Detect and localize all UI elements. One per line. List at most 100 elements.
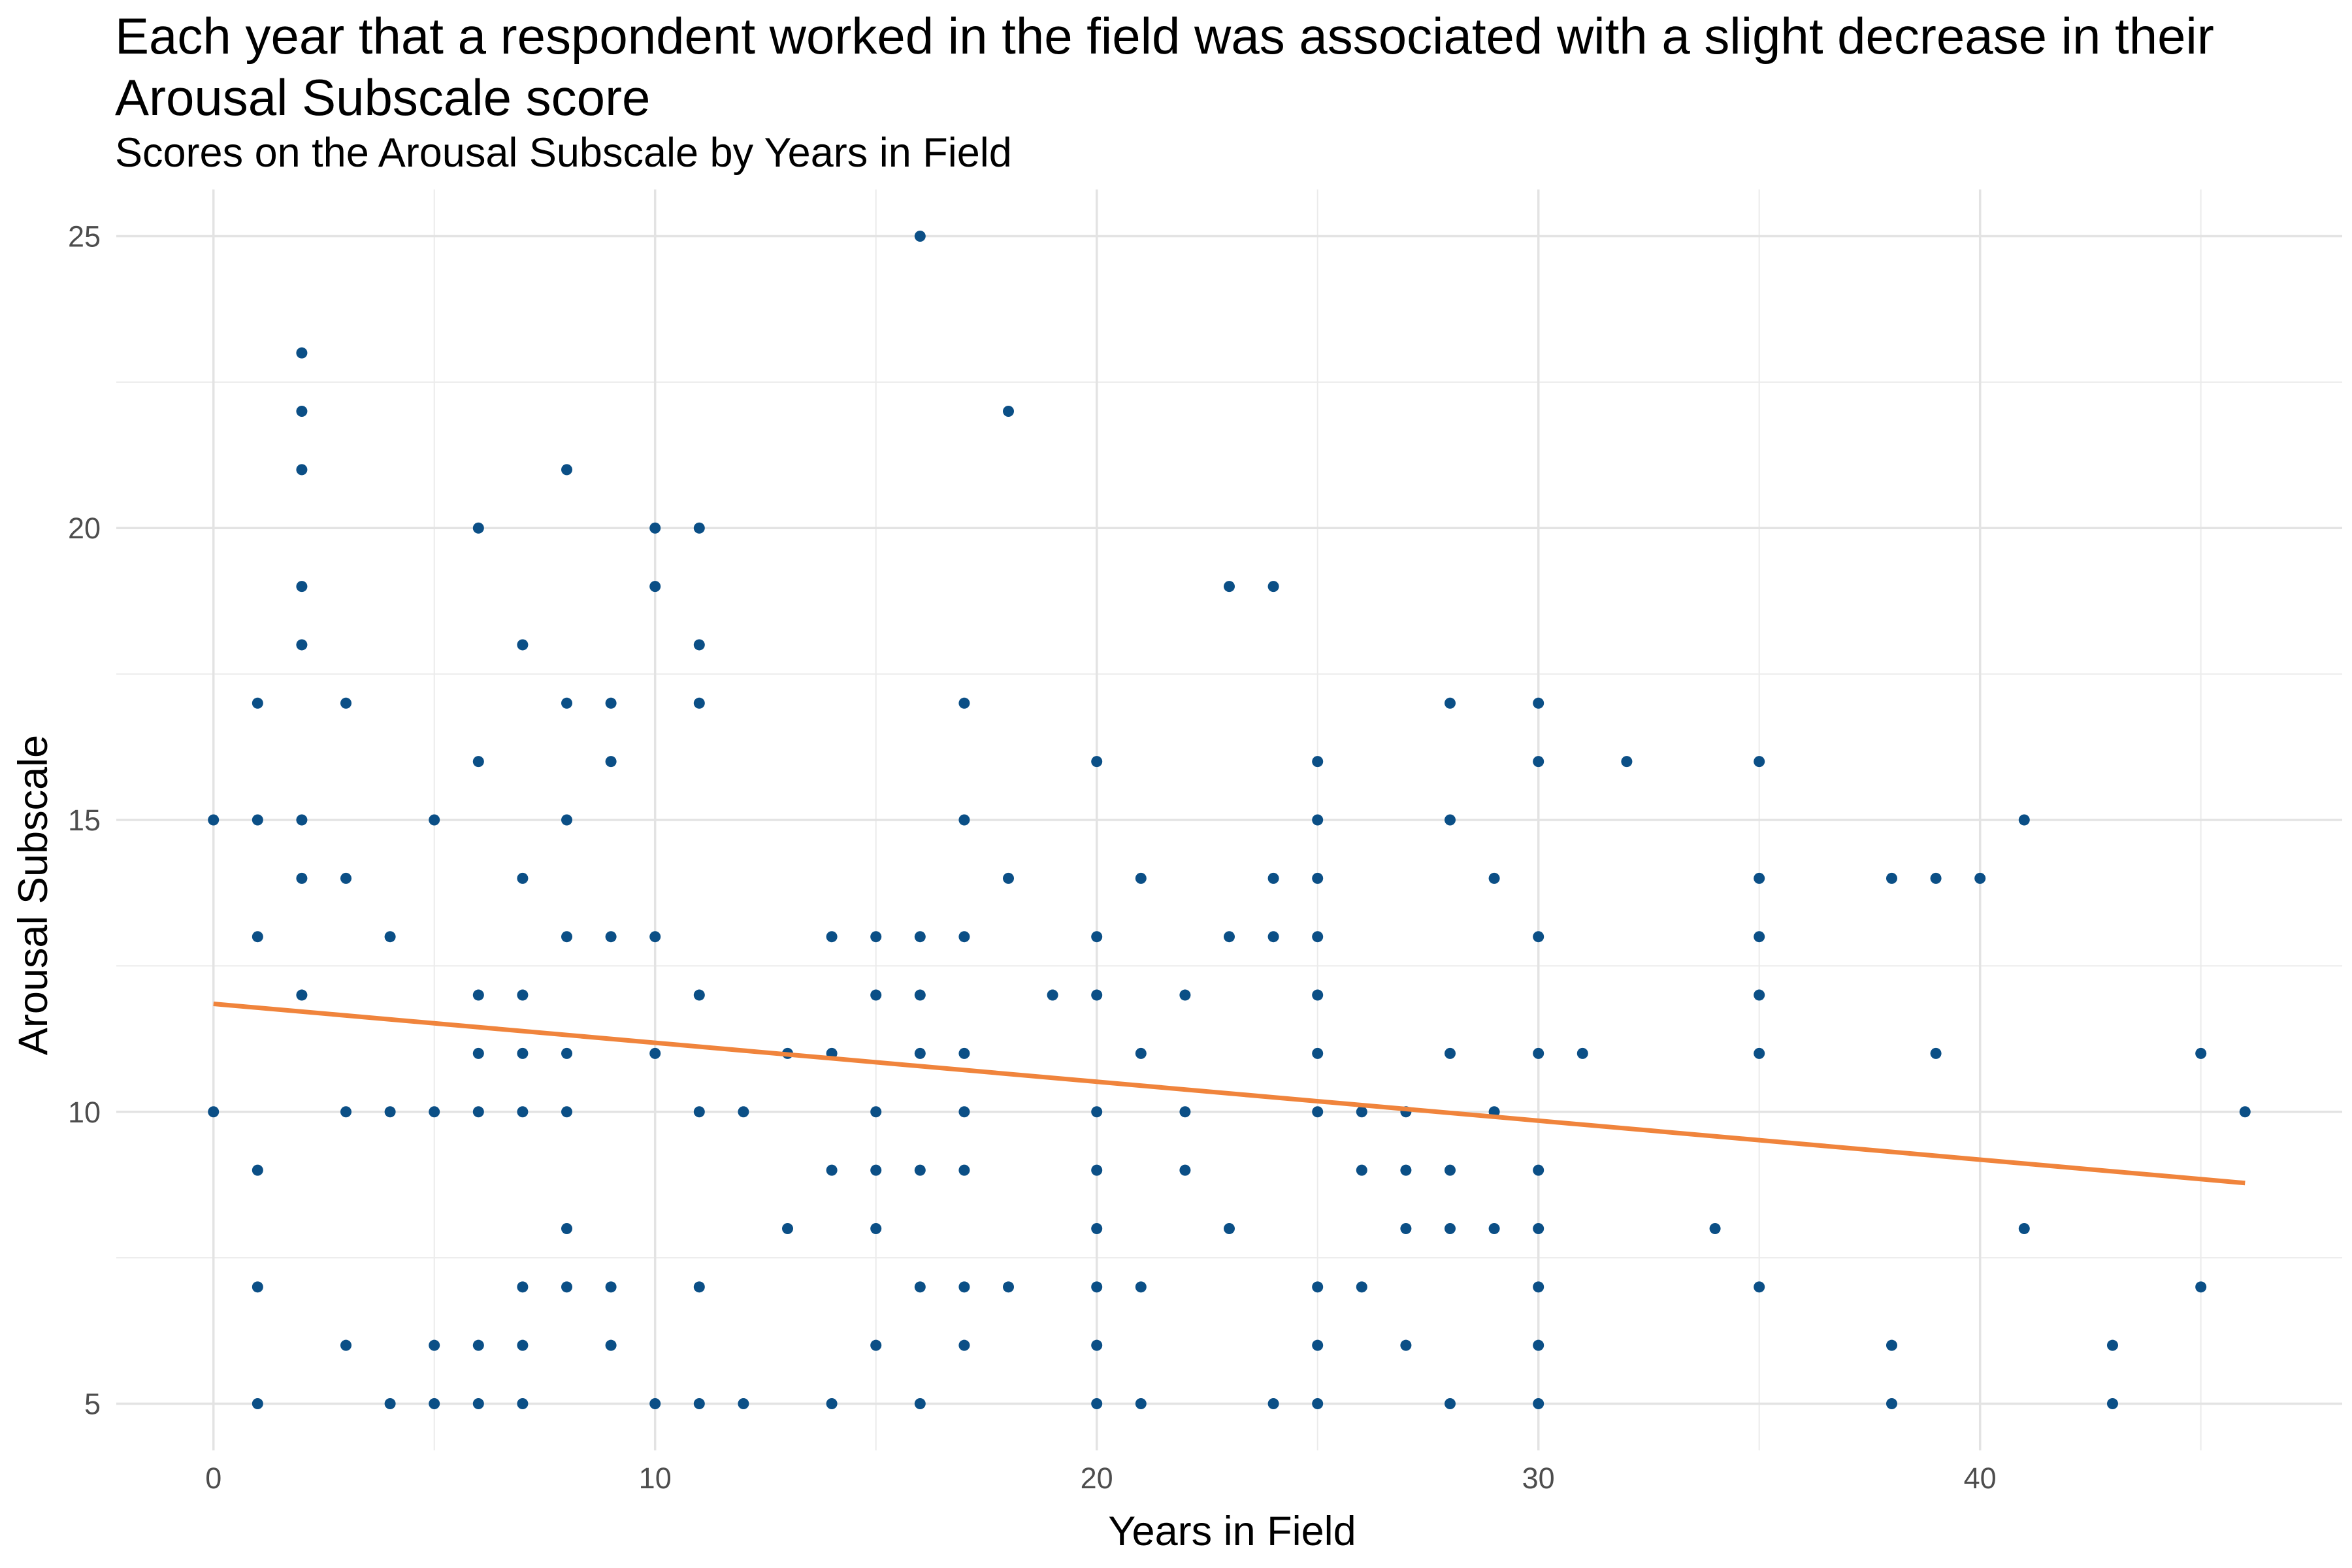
data-point <box>693 1281 705 1293</box>
x-tick-label: 20 <box>1081 1462 1113 1495</box>
data-point <box>1400 1164 1412 1176</box>
data-point <box>517 989 529 1001</box>
data-point <box>1179 989 1191 1001</box>
y-tick-label: 15 <box>68 804 101 837</box>
data-point <box>1091 1106 1103 1118</box>
data-point <box>1754 989 1765 1001</box>
data-point <box>1224 1222 1235 1234</box>
data-point <box>870 1222 882 1234</box>
data-point <box>2106 1398 2118 1410</box>
data-point <box>561 931 573 943</box>
data-point <box>1135 1047 1147 1059</box>
data-point <box>1533 756 1544 768</box>
data-point <box>958 814 970 826</box>
trend-line-group <box>213 1001 2246 1186</box>
data-point <box>429 1106 440 1118</box>
data-point <box>472 989 484 1001</box>
data-point <box>738 1398 749 1410</box>
y-tick-label: 20 <box>68 512 101 545</box>
data-point <box>693 1106 705 1118</box>
data-point <box>1135 1398 1147 1410</box>
data-point <box>517 1281 529 1293</box>
data-point <box>429 814 440 826</box>
data-point <box>1444 1222 1456 1234</box>
data-point <box>2018 1222 2030 1234</box>
data-point <box>1930 872 1942 884</box>
data-point <box>1312 872 1324 884</box>
data-point <box>340 1339 352 1351</box>
data-point <box>296 872 308 884</box>
data-point <box>252 1281 263 1293</box>
data-point <box>1356 1281 1367 1293</box>
x-tick-label: 10 <box>639 1462 672 1495</box>
data-point <box>1003 406 1015 417</box>
data-point <box>1974 872 1986 884</box>
data-point <box>738 1106 749 1118</box>
data-point <box>429 1339 440 1351</box>
data-point <box>517 639 529 651</box>
data-point <box>1754 1281 1765 1293</box>
data-point <box>649 522 661 534</box>
data-point <box>958 931 970 943</box>
data-point <box>252 1398 263 1410</box>
data-point <box>561 814 573 826</box>
data-point <box>384 931 396 943</box>
data-point <box>1003 872 1015 884</box>
data-point <box>958 1047 970 1059</box>
data-point <box>958 697 970 709</box>
data-point <box>340 1106 352 1118</box>
data-point <box>1356 1106 1367 1118</box>
data-point <box>826 1398 838 1410</box>
x-axis-title: Years in Field <box>1108 1509 1356 1554</box>
data-point <box>1091 1222 1103 1234</box>
chart-title: Each year that a respondent worked in th… <box>115 7 2214 126</box>
data-point <box>1444 814 1456 826</box>
data-point <box>1135 872 1147 884</box>
data-point <box>561 1047 573 1059</box>
y-tick-label: 5 <box>84 1388 101 1421</box>
data-point <box>296 581 308 593</box>
data-point <box>1754 1047 1765 1059</box>
data-point <box>1754 931 1765 943</box>
data-point <box>1091 1398 1103 1410</box>
data-point <box>649 1398 661 1410</box>
data-point <box>1533 931 1544 943</box>
data-point <box>561 1281 573 1293</box>
data-point <box>958 1164 970 1176</box>
data-point <box>1135 1281 1147 1293</box>
data-point <box>1312 756 1324 768</box>
data-point <box>870 931 882 943</box>
data-point <box>340 697 352 709</box>
data-point <box>1267 581 1279 593</box>
data-point <box>649 581 661 593</box>
data-point <box>1179 1106 1191 1118</box>
data-point <box>472 1106 484 1118</box>
data-point <box>1533 1222 1544 1234</box>
data-point <box>826 931 838 943</box>
data-point <box>1886 1398 1897 1410</box>
data-point <box>1312 1339 1324 1351</box>
data-point <box>561 464 573 476</box>
data-point <box>605 1339 617 1351</box>
data-point <box>384 1398 396 1410</box>
data-point <box>2018 814 2030 826</box>
data-point <box>914 1281 926 1293</box>
data-point <box>252 697 263 709</box>
data-point <box>914 1164 926 1176</box>
data-point <box>605 1281 617 1293</box>
data-point <box>649 931 661 943</box>
grid-lines <box>116 189 2342 1450</box>
data-point <box>296 464 308 476</box>
data-point <box>517 1339 529 1351</box>
data-point <box>1267 931 1279 943</box>
data-point <box>561 697 573 709</box>
data-point <box>1312 1047 1324 1059</box>
y-tick-label: 10 <box>68 1096 101 1129</box>
x-tick-label: 0 <box>205 1462 221 1495</box>
data-point <box>649 1047 661 1059</box>
data-point <box>517 1398 529 1410</box>
data-point <box>252 814 263 826</box>
data-point <box>517 1106 529 1118</box>
data-point <box>693 639 705 651</box>
